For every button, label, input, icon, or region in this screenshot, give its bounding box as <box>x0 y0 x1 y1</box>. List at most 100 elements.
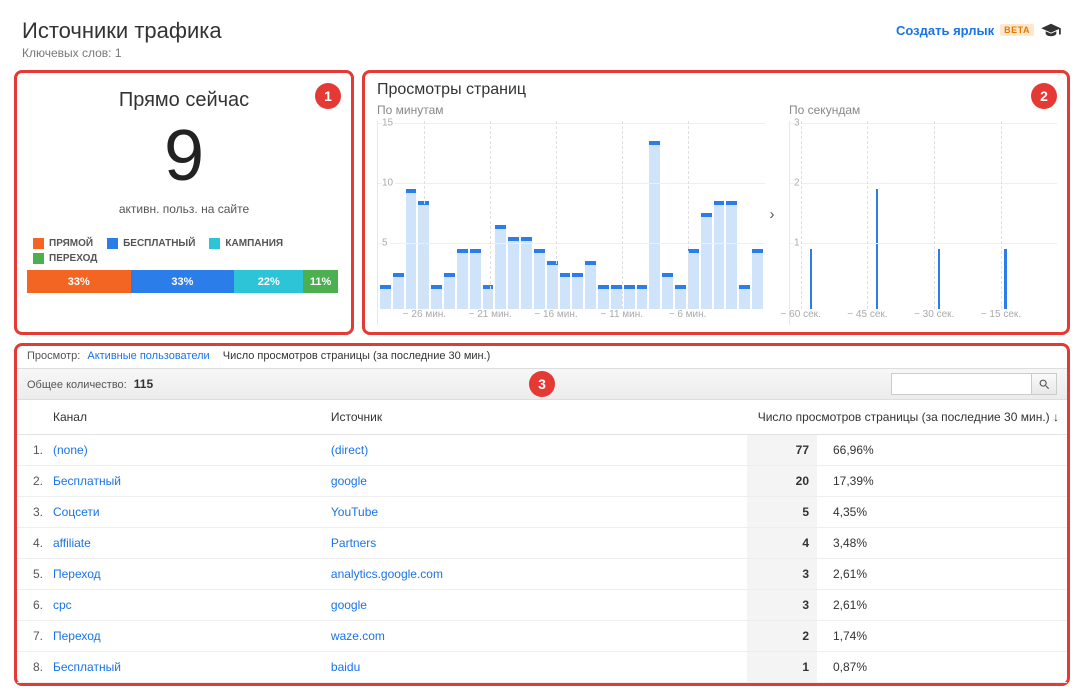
row-index: 1. <box>17 435 45 466</box>
minute-bar <box>611 285 622 309</box>
row-source[interactable]: (direct) <box>323 435 747 466</box>
row-value: 1 <box>747 652 817 683</box>
search-button[interactable] <box>1031 373 1057 395</box>
second-bar <box>876 189 878 309</box>
second-bar <box>1004 249 1006 309</box>
row-source[interactable]: YouTube <box>323 497 747 528</box>
education-icon[interactable] <box>1040 22 1062 38</box>
x-tick-label: − 6 мин. <box>669 309 707 320</box>
row-channel[interactable]: Бесплатный <box>45 652 323 683</box>
row-percent: 17,39% <box>817 466 1067 497</box>
col-source[interactable]: Источник <box>323 400 747 435</box>
minute-bar <box>560 273 571 309</box>
y-tick-label: 15 <box>382 118 395 129</box>
distribution-segment: 33% <box>131 270 235 293</box>
search-icon <box>1038 378 1051 391</box>
minute-bar <box>508 237 519 309</box>
callout-2: 2 <box>1031 83 1057 109</box>
table-row: 4.affiliatePartners43,48% <box>17 528 1067 559</box>
row-index: 6. <box>17 590 45 621</box>
row-value: 5 <box>747 497 817 528</box>
collapse-chart-button[interactable]: › <box>765 103 779 325</box>
second-bar <box>810 249 812 309</box>
tab-pageviews[interactable]: Число просмотров страницы (за последние … <box>223 350 491 362</box>
distribution-segment: 33% <box>27 270 131 293</box>
legend-label: КАМПАНИЯ <box>225 238 283 249</box>
chart-second-label: По секундам <box>789 103 1057 117</box>
minute-bar <box>457 249 468 309</box>
minute-bar <box>393 273 404 309</box>
view-tabs: Просмотр: Активные пользователи Число пр… <box>17 350 1067 368</box>
total-value: 115 <box>134 377 153 391</box>
legend-label: ПРЯМОЙ <box>49 238 93 249</box>
now-title: Прямо сейчас <box>25 89 343 112</box>
row-channel[interactable]: Переход <box>45 559 323 590</box>
view-label: Просмотр: <box>27 350 80 362</box>
row-channel[interactable]: cpc <box>45 590 323 621</box>
now-active-count: 9 <box>25 120 343 192</box>
minute-bar <box>637 285 648 309</box>
legend-item: КАМПАНИЯ <box>209 238 283 249</box>
create-shortcut-link[interactable]: Создать ярлык <box>896 23 994 38</box>
row-source[interactable]: Partners <box>323 528 747 559</box>
realtime-now-panel: 1 Прямо сейчас 9 активн. польз. на сайте… <box>14 70 354 335</box>
x-tick-label: − 16 мин. <box>534 309 577 320</box>
search-input[interactable] <box>891 373 1031 395</box>
chart-per-minute: По минутам − 26 мин.− 21 мин.− 16 мин.− … <box>377 103 765 325</box>
row-value: 2 <box>747 621 817 652</box>
callout-1: 1 <box>315 83 341 109</box>
minute-bar <box>431 285 442 309</box>
sort-down-icon: ↓ <box>1053 410 1059 424</box>
now-subtitle: активн. польз. на сайте <box>25 202 343 216</box>
row-source[interactable]: google <box>323 590 747 621</box>
row-index: 2. <box>17 466 45 497</box>
y-tick-label: 5 <box>382 238 390 249</box>
chevron-right-icon: › <box>770 206 775 223</box>
row-channel[interactable]: (none) <box>45 435 323 466</box>
search-box <box>891 373 1057 395</box>
minute-bar <box>406 189 417 309</box>
top-panels: 1 Прямо сейчас 9 активн. польз. на сайте… <box>0 70 1084 335</box>
table-row: 1.(none)(direct)7766,96% <box>17 435 1067 466</box>
row-source[interactable]: waze.com <box>323 621 747 652</box>
row-channel[interactable]: Соцсети <box>45 497 323 528</box>
row-percent: 3,48% <box>817 528 1067 559</box>
x-tick-label: − 60 сек. <box>781 309 821 320</box>
row-index: 4. <box>17 528 45 559</box>
row-source[interactable]: baidu <box>323 652 747 683</box>
row-value: 77 <box>747 435 817 466</box>
row-channel[interactable]: Бесплатный <box>45 466 323 497</box>
pageviews-title: Просмотры страниц <box>377 81 1057 99</box>
page-subtitle: Ключевых слов: 1 <box>22 46 222 60</box>
col-channel[interactable]: Канал <box>45 400 323 435</box>
minute-bar <box>688 249 699 309</box>
beta-badge: BETA <box>1000 24 1034 36</box>
row-percent: 66,96% <box>817 435 1067 466</box>
minute-bar <box>739 285 750 309</box>
row-channel[interactable]: Переход <box>45 621 323 652</box>
row-percent: 2,61% <box>817 590 1067 621</box>
row-source[interactable]: analytics.google.com <box>323 559 747 590</box>
legend-swatch <box>209 238 220 249</box>
chart-minute-label: По минутам <box>377 103 765 117</box>
legend-label: БЕСПЛАТНЫЙ <box>123 238 195 249</box>
minute-bar <box>701 213 712 309</box>
page-title: Источники трафика <box>22 18 222 44</box>
pageviews-charts: По минутам − 26 мин.− 21 мин.− 16 мин.− … <box>377 103 1057 325</box>
legend-label: ПЕРЕХОД <box>49 253 97 264</box>
col-metric[interactable]: Число просмотров страницы (за последние … <box>747 400 1067 435</box>
row-index: 7. <box>17 621 45 652</box>
tab-active-users[interactable]: Активные пользователи <box>87 350 209 362</box>
minute-bar <box>483 285 494 309</box>
x-tick-label: − 45 сек. <box>847 309 887 320</box>
row-value: 3 <box>747 590 817 621</box>
pageviews-panel: 2 Просмотры страниц По минутам − 26 мин.… <box>362 70 1070 335</box>
minute-bar <box>495 225 506 309</box>
x-tick-label: − 26 мин. <box>403 309 446 320</box>
row-channel[interactable]: affiliate <box>45 528 323 559</box>
row-source[interactable]: google <box>323 466 747 497</box>
minute-bar <box>470 249 481 309</box>
sources-table-panel: Просмотр: Активные пользователи Число пр… <box>14 343 1070 686</box>
page-header: Источники трафика Ключевых слов: 1 Созда… <box>0 0 1084 70</box>
row-percent: 4,35% <box>817 497 1067 528</box>
